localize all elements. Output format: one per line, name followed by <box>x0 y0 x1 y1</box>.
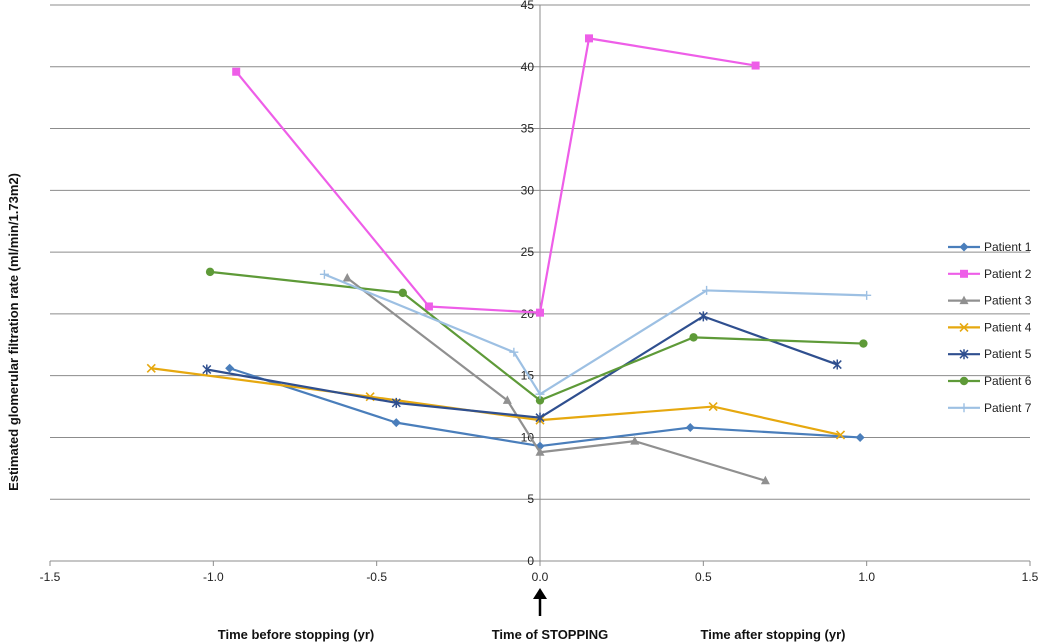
y-tick-label: 10 <box>521 430 535 444</box>
x-tick-label: -0.5 <box>366 570 387 584</box>
time-before-label: Time before stopping (yr) <box>218 627 375 642</box>
data-point <box>536 308 544 317</box>
data-point <box>535 412 545 423</box>
data-point <box>702 285 712 295</box>
legend-marker <box>959 322 969 332</box>
data-point <box>391 418 401 428</box>
legend-item: Patient 5 <box>948 347 1032 361</box>
data-point <box>630 436 640 445</box>
y-tick-label: 20 <box>521 307 535 321</box>
data-point <box>585 34 593 43</box>
legend-marker <box>959 403 969 413</box>
data-point <box>319 269 329 279</box>
legend-item: Patient 6 <box>948 374 1032 388</box>
series-5 <box>202 311 842 423</box>
y-tick-label: 25 <box>521 245 535 259</box>
data-point <box>232 67 241 76</box>
data-point <box>708 401 718 412</box>
x-tick-label: 0.0 <box>532 570 549 584</box>
series-7 <box>319 269 872 399</box>
legend-label: Patient 4 <box>984 320 1032 334</box>
legend-marker <box>959 242 969 252</box>
data-point <box>202 364 212 375</box>
time-of-stopping-label: Time of STOPPING <box>492 627 609 642</box>
data-point <box>751 61 760 70</box>
data-point <box>535 396 545 405</box>
series-line <box>229 367 861 448</box>
data-point <box>835 430 846 440</box>
x-tick-label: 1.0 <box>858 570 875 584</box>
legend-label: Patient 5 <box>984 347 1032 361</box>
y-tick-label: 30 <box>521 183 535 197</box>
data-point <box>855 432 865 442</box>
data-point <box>859 339 868 348</box>
y-axis-label: Estimated glomerular filtration rate (ml… <box>6 173 21 491</box>
legend-label: Patient 2 <box>984 267 1032 281</box>
series-6 <box>205 267 868 405</box>
legend-item: Patient 1 <box>948 240 1032 254</box>
data-point <box>535 447 545 456</box>
y-tick-label: 0 <box>527 554 534 568</box>
data-point <box>424 302 433 311</box>
legend-label: Patient 3 <box>984 294 1032 308</box>
legend-label: Patient 1 <box>984 240 1032 254</box>
data-point <box>205 267 215 277</box>
legend-label: Patient 6 <box>984 374 1032 388</box>
legend-item: Patient 2 <box>948 267 1032 281</box>
y-tick-label: 40 <box>521 60 535 74</box>
x-tick-label: 0.5 <box>695 570 712 584</box>
data-point <box>689 333 698 342</box>
data-point <box>509 347 519 357</box>
series-2 <box>232 34 760 317</box>
data-point <box>862 290 872 300</box>
data-point <box>502 395 512 404</box>
data-point <box>685 423 695 433</box>
x-tick-labels: -1.5 -1.0 -0.5 0.0 0.5 1.0 1.5 <box>40 570 1039 584</box>
data-point <box>832 359 842 370</box>
data-point <box>698 311 708 322</box>
data-point <box>398 288 407 298</box>
y-tick-label: 35 <box>521 122 535 136</box>
legend-marker <box>959 349 969 360</box>
data-point <box>342 273 352 282</box>
data-point <box>146 363 156 373</box>
y-tick-label: 45 <box>521 0 535 12</box>
legend-item: Patient 3 <box>948 294 1032 308</box>
series-1 <box>225 363 865 451</box>
legend-marker <box>959 295 969 305</box>
data-point <box>391 397 401 408</box>
legend: Patient 1 Patient 2 Patient 3 Patient 4 Pati… <box>948 240 1032 415</box>
data-point <box>760 475 770 485</box>
data-point <box>225 363 235 373</box>
x-tick-label: -1.5 <box>40 570 61 584</box>
data-point <box>535 389 545 399</box>
axes <box>49 5 1031 566</box>
series-layer <box>146 34 872 485</box>
stopping-arrow <box>533 588 547 616</box>
y-tick-label: 5 <box>527 492 534 506</box>
x-tick-label: 1.5 <box>1022 570 1039 584</box>
legend-item: Patient 4 <box>948 320 1032 334</box>
series-3 <box>342 273 770 485</box>
series-line <box>235 37 756 314</box>
legend-marker <box>960 269 968 278</box>
legend-label: Patient 7 <box>984 401 1032 415</box>
legend-item: Patient 7 <box>948 401 1032 415</box>
time-after-label: Time after stopping (yr) <box>701 627 846 642</box>
x-tick-label: -1.0 <box>203 570 224 584</box>
legend-marker <box>959 376 969 386</box>
